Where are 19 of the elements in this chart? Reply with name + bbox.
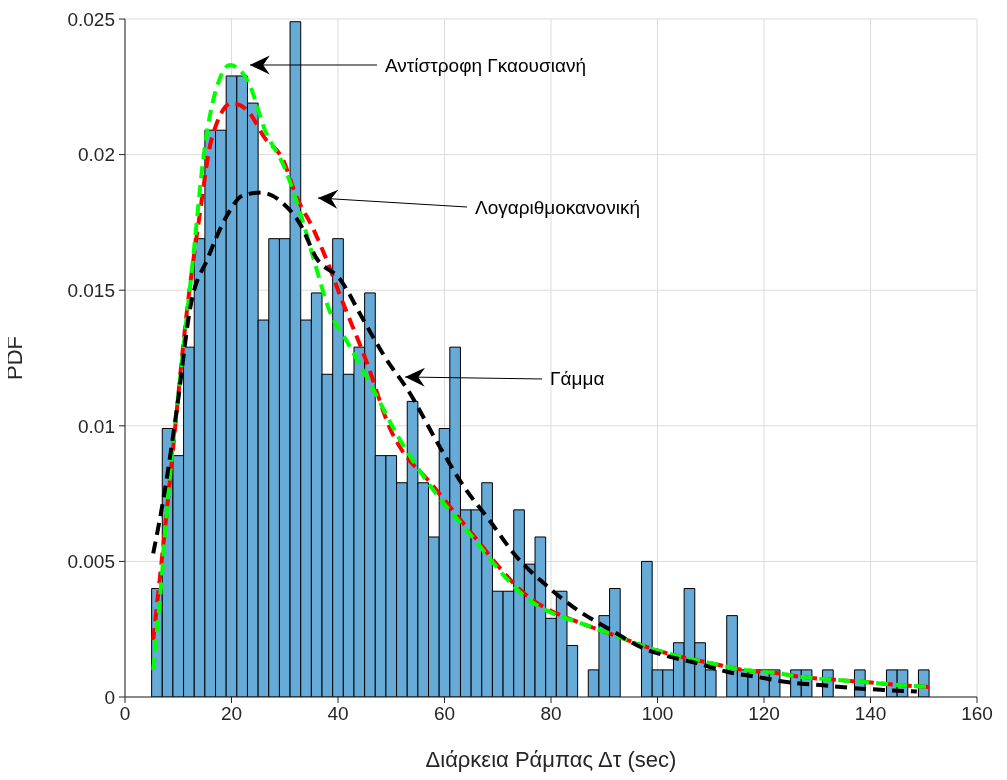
x-tick-label: 140 [854,703,887,725]
y-tick-label: 0.005 [67,551,115,573]
annotation: Γάμμα [550,368,605,390]
x-tick-label: 20 [220,703,243,725]
annotation: Αντίστροφη Γκαουσιανή [385,54,587,76]
x-tick-label: 120 [748,703,780,725]
y-tick-label: 0.01 [78,415,115,437]
x-tick-label: 0 [119,703,131,725]
x-tick-label: 100 [641,703,674,725]
annotation: Λογαριθμοκανονική [475,196,640,218]
y-tick-label: 0.025 [67,8,115,30]
x-tick-label: 80 [540,703,562,725]
x-tick-label: 60 [433,703,456,725]
x-axis-title: Διάρκεια Ράμπας Δτ (sec) [425,747,677,772]
y-tick-label: 0.02 [78,144,115,166]
y-tick-label: 0.015 [67,279,115,301]
x-tick-label: 40 [327,703,349,725]
x-tick-label: 160 [961,703,993,725]
y-tick-label: 0 [104,686,115,708]
